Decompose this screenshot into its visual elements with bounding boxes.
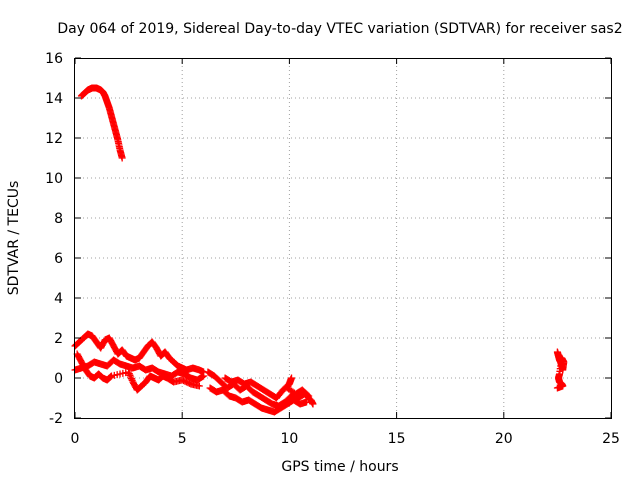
y-tick-label: 12 [45,131,63,147]
x-tick-label: 5 [178,431,187,447]
y-tick-label: 0 [54,371,63,387]
data-point-marker [200,372,208,380]
data-point-marker [199,373,207,381]
chart-title: Day 064 of 2019, Sidereal Day-to-day VTE… [57,21,622,37]
y-tick-label: -2 [49,411,63,427]
x-tick-label: 10 [280,431,298,447]
data-point-marker [303,398,311,406]
data-point-marker [127,373,135,381]
y-axis-label: SDTVAR / TECUs [6,181,22,296]
x-tick-label: 20 [495,431,513,447]
y-tick-label: 14 [45,91,63,107]
data-point-marker [309,400,317,408]
data-point-marker [106,373,114,381]
data-point-marker [107,373,115,381]
y-tick-label: 2 [54,331,63,347]
x-tick-label: 0 [71,431,80,447]
series-low-lower [73,350,203,394]
data-points [71,84,568,416]
data-point-marker [286,377,294,385]
data-point-marker [127,375,135,383]
y-tick-label: 4 [54,291,63,307]
grid-lines [75,58,611,418]
y-tick-label: 10 [45,171,63,187]
series-late-arc [553,348,568,392]
x-tick-label: 15 [388,431,406,447]
series-low-middle [71,356,208,384]
x-axis-label: GPS time / hours [281,459,398,475]
data-point-marker [287,376,295,384]
data-point-marker [304,391,312,399]
axis-ticks: 0 5 10 15 20 25 -2 0 2 4 6 8 10 12 14 16 [45,51,620,447]
y-tick-label: 6 [54,251,63,267]
series-mid-band-2 [206,384,311,416]
x-tick-label: 25 [602,431,620,447]
data-point-marker [125,370,133,378]
data-point-marker [128,376,136,384]
data-point-marker [195,382,203,390]
series-high-arc [77,84,126,162]
y-tick-label: 8 [54,211,63,227]
series-mid-band-3 [221,374,313,402]
data-point-marker [125,368,133,376]
data-point-marker [118,154,126,162]
y-tick-label: 16 [45,51,63,67]
data-point-marker [285,379,293,387]
series-mid-band [204,368,317,410]
series-low-upper [71,330,208,376]
plot-frame [74,58,612,419]
data-point-marker [305,392,313,400]
data-point-marker [553,384,561,392]
data-point-marker [126,371,134,379]
data-point-marker [288,374,296,382]
